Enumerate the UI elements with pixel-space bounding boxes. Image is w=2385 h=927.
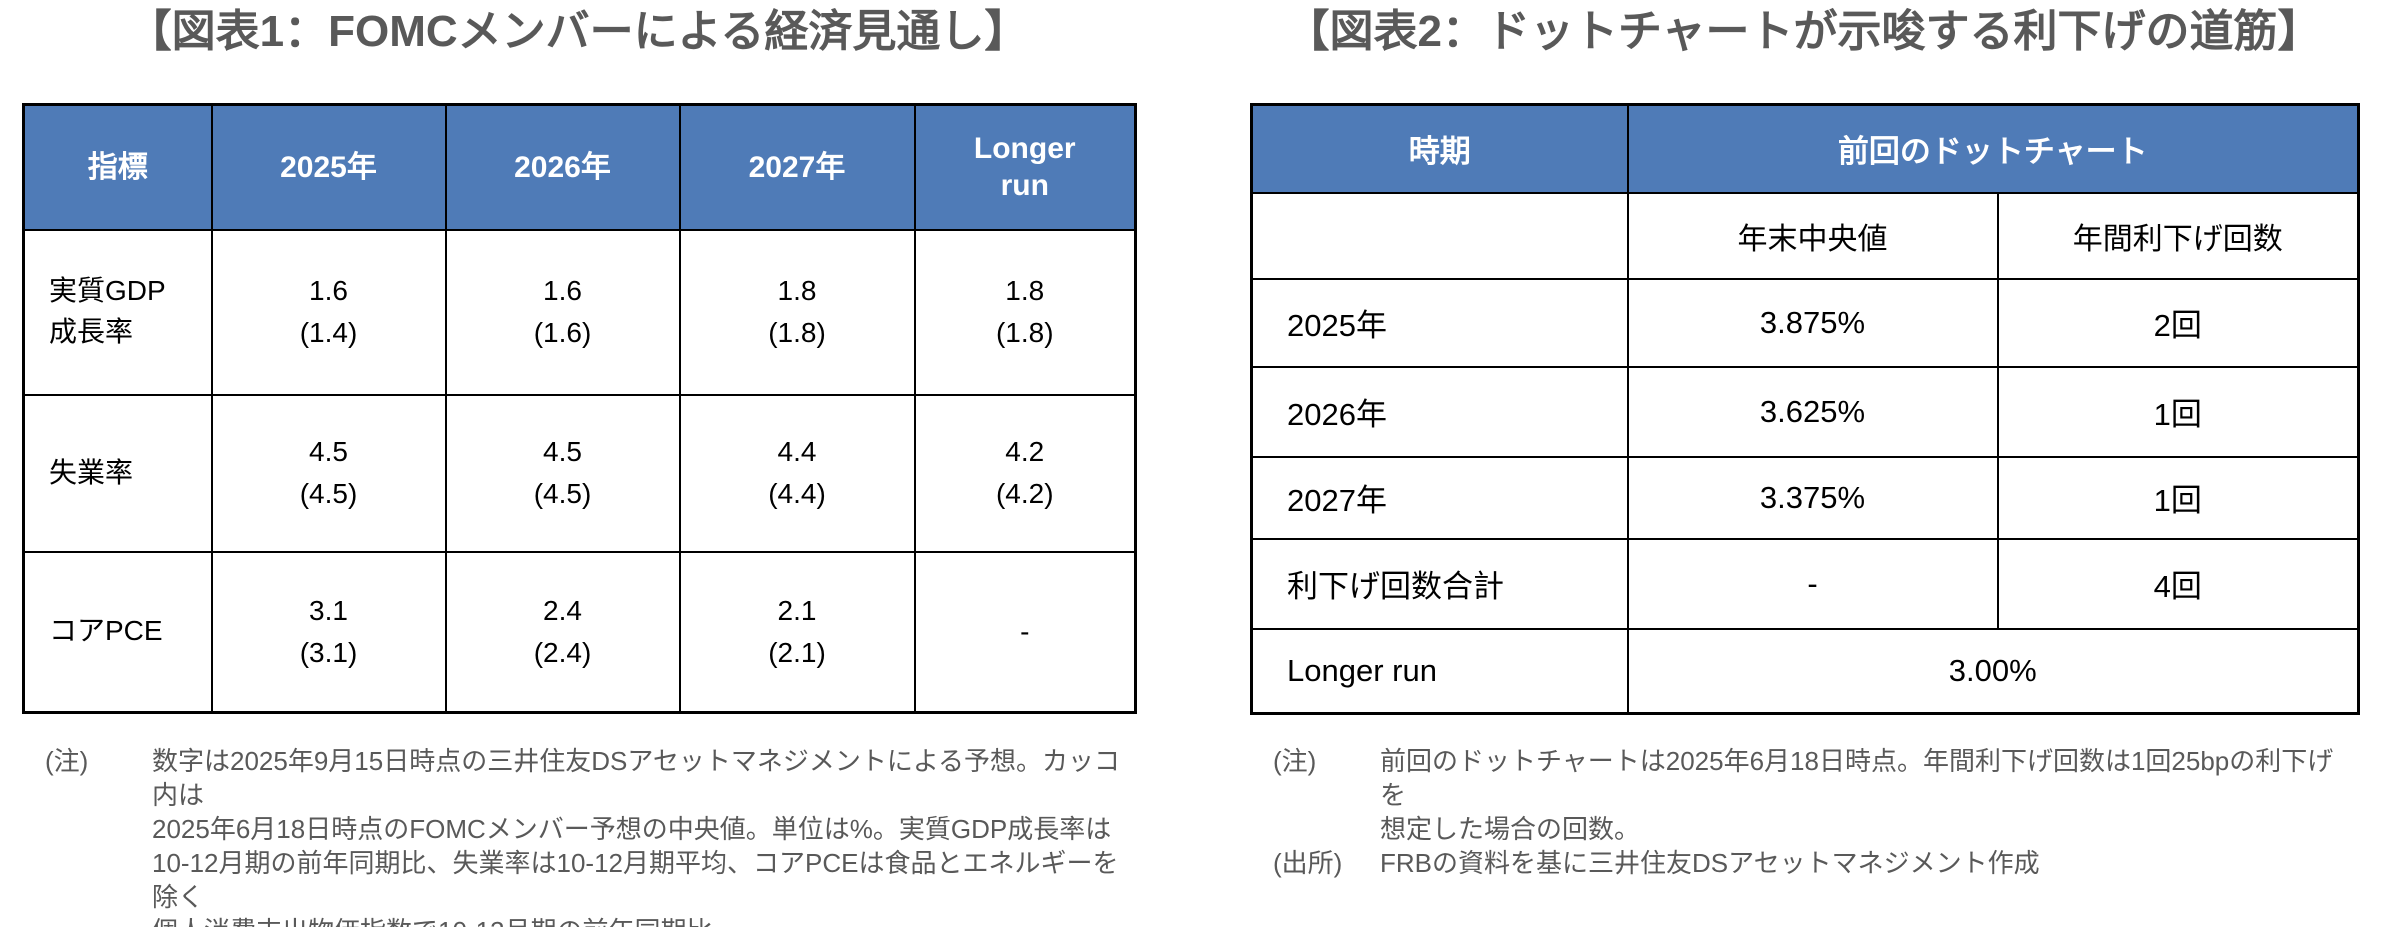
- figure1-gdp-longer-run: 1.8 (1.8): [913, 228, 1137, 396]
- figure2-row-2026-label: 2026年: [1250, 365, 1629, 458]
- table-row: コアPCE 3.1 (3.1) 2.4 (2.4) 2.1 (2.1) -: [22, 550, 1137, 714]
- figure2-row-2025-label: 2025年: [1250, 277, 1629, 368]
- figure2-row-total-label: 利下げ回数合計: [1250, 537, 1629, 630]
- figure2-note-row: (注) 前回のドットチャートは2025年6月18日時点。年間利下げ回数は1回25…: [1250, 744, 2357, 846]
- figure2-row-2027-label: 2027年: [1250, 455, 1629, 540]
- figure1-corepce-longer-run: -: [913, 550, 1137, 714]
- figure1-header-indicator: 指標: [22, 103, 213, 231]
- table-row: 実質GDP 成長率 1.6 (1.4) 1.6 (1.6) 1.8 (1.8) …: [22, 228, 1137, 396]
- figure2-header-row: 時期 前回のドットチャート: [1250, 103, 2360, 194]
- table-row: 失業率 4.5 (4.5) 4.5 (4.5) 4.4 (4.4) 4.2 (4…: [22, 393, 1137, 553]
- figure2-table: 時期 前回のドットチャート 年末中央値 年間利下げ回数 2025年 3.875%…: [1250, 103, 2361, 715]
- table-row: 2027年 3.375% 1回: [1250, 455, 2360, 540]
- figure1-panel: 【図表1：FOMCメンバーによる経済見通し】 指標 2025年 2026年 20…: [22, 0, 1137, 927]
- figure1-unemployment-2027: 4.4 (4.4): [678, 393, 916, 553]
- figure1-note-label: (注): [45, 746, 89, 776]
- figure1-unemployment-2026: 4.5 (4.5): [444, 393, 681, 553]
- figure2-source-text: FRBの資料を基に三井住友DSアセットマネジメント作成: [1380, 848, 2040, 878]
- figure2-row-longer-run-label: Longer run: [1250, 627, 1629, 715]
- figure1-row-corepce-label: コアPCE: [22, 550, 213, 714]
- figure1-title: 【図表1：FOMCメンバーによる経済見通し】: [127, 7, 1029, 56]
- figure2-subheader-median: 年末中央値: [1626, 191, 1999, 280]
- figure2-subheader-row: 年末中央値 年間利下げ回数: [1250, 191, 2360, 280]
- figure2-source-row: (出所) FRBの資料を基に三井住友DSアセットマネジメント作成: [1250, 846, 2357, 880]
- figure1-header-row: 指標 2025年 2026年 2027年 Longer run: [22, 103, 1137, 231]
- figure2-2026-median: 3.625%: [1626, 365, 1999, 458]
- figure2-notes: (注) 前回のドットチャートは2025年6月18日時点。年間利下げ回数は1回25…: [1250, 744, 2357, 880]
- figure2-panel: 【図表2：ドットチャートが示唆する利下げの道筋】 時期 前回のドットチャート 年…: [1250, 0, 2361, 927]
- figure1-row-gdp-label: 実質GDP 成長率: [22, 228, 213, 396]
- figure1-gdp-2025: 1.6 (1.4): [210, 228, 447, 396]
- figure2-subheader-empty: [1250, 191, 1629, 280]
- table-row: 2026年 3.625% 1回: [1250, 365, 2360, 458]
- figure1-table: 指標 2025年 2026年 2027年 Longer run 実質GDP 成長…: [22, 103, 1137, 714]
- figure2-2025-cuts: 2回: [1996, 277, 2360, 368]
- table-row: Longer run 3.00%: [1250, 627, 2360, 715]
- figure1-header-2026: 2026年: [444, 103, 681, 231]
- figure2-2027-median: 3.375%: [1626, 455, 1999, 540]
- figure2-subheader-cuts: 年間利下げ回数: [1996, 191, 2360, 280]
- table-row: 2025年 3.875% 2回: [1250, 277, 2360, 368]
- figure1-corepce-2026: 2.4 (2.4): [444, 550, 681, 714]
- figure1-header-longer-run: Longer run: [913, 103, 1137, 231]
- figure1-note-row: (注) 数字は2025年9月15日時点の三井住友DSアセットマネジメントによる予…: [22, 744, 1134, 927]
- table-row: 利下げ回数合計 - 4回: [1250, 537, 2360, 630]
- figure1-unemployment-longer-run: 4.2 (4.2): [913, 393, 1137, 553]
- figure1-header-2025: 2025年: [210, 103, 447, 231]
- figure1-corepce-2025: 3.1 (3.1): [210, 550, 447, 714]
- figure1-gdp-2027: 1.8 (1.8): [678, 228, 916, 396]
- figure2-note-text: 前回のドットチャートは2025年6月18日時点。年間利下げ回数は1回25bpの利…: [1380, 746, 2334, 844]
- figure2-note-label: (注): [1273, 746, 1317, 776]
- figure2-total-median: -: [1626, 537, 1999, 630]
- figure2-header-period: 時期: [1250, 103, 1629, 194]
- figure2-2025-median: 3.875%: [1626, 277, 1999, 368]
- figure2-title: 【図表2：ドットチャートが示唆する利下げの道筋】: [1285, 7, 2322, 56]
- figure2-header-dotchart: 前回のドットチャート: [1626, 103, 2360, 194]
- figure1-notes: (注) 数字は2025年9月15日時点の三井住友DSアセットマネジメントによる予…: [22, 744, 1134, 927]
- figure2-2027-cuts: 1回: [1996, 455, 2360, 540]
- figure1-unemployment-2025: 4.5 (4.5): [210, 393, 447, 553]
- figure1-row-unemployment-label: 失業率: [22, 393, 213, 553]
- figure1-corepce-2027: 2.1 (2.1): [678, 550, 916, 714]
- figure2-total-cuts: 4回: [1996, 537, 2360, 630]
- figure1-header-2027: 2027年: [678, 103, 916, 231]
- figure1-note-text: 数字は2025年9月15日時点の三井住友DSアセットマネジメントによる予想。カッ…: [152, 746, 1121, 927]
- figure2-source-label: (出所): [1273, 848, 1343, 878]
- figure2-2026-cuts: 1回: [1996, 365, 2360, 458]
- figure2-longer-run-value: 3.00%: [1626, 627, 2360, 715]
- figure1-gdp-2026: 1.6 (1.6): [444, 228, 681, 396]
